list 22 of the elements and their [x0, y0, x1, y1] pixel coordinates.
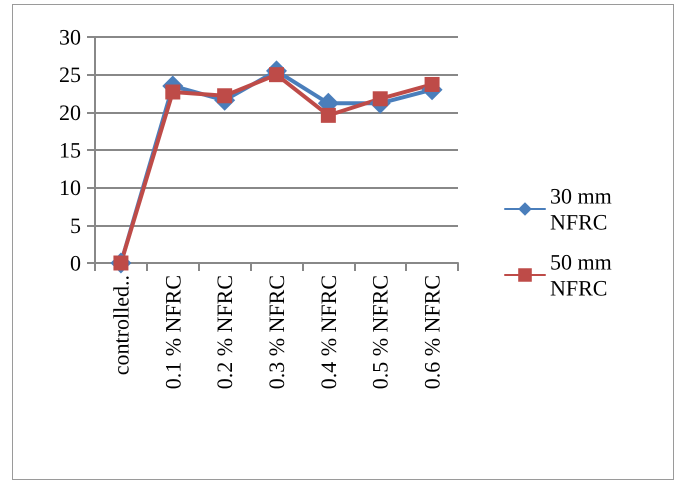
y-tick-label: 10: [59, 175, 81, 200]
y-tick-label: 30: [59, 24, 81, 50]
x-tick-label: 0.3 % NFRC: [264, 275, 289, 390]
legend-label: 30 mm NFRC: [550, 184, 618, 234]
x-tick-label: 0.1 % NFRC: [160, 275, 186, 390]
point: [424, 76, 440, 92]
point: [372, 91, 388, 106]
y-tick-label: 5: [70, 212, 81, 238]
legend-label: 50 mm NFRC: [550, 250, 618, 300]
x-tick-label: 0.6 % NFRC: [420, 275, 445, 390]
x-tick-label: 0.5 % NFRC: [368, 275, 393, 390]
x-tick-label: 0.4 % NFRC: [316, 275, 341, 390]
point: [217, 88, 232, 104]
point: [320, 108, 336, 123]
y-tick-label: 0: [70, 250, 81, 276]
x-tick-label: 0.2 % NFRC: [212, 275, 238, 390]
x-tick-label: controlled..: [108, 275, 134, 376]
point: [269, 67, 284, 82]
y-tick-label: 15: [59, 138, 81, 162]
y-tick-label: 25: [59, 62, 81, 88]
y-tick-label: 20: [59, 100, 81, 125]
point: [165, 84, 180, 100]
